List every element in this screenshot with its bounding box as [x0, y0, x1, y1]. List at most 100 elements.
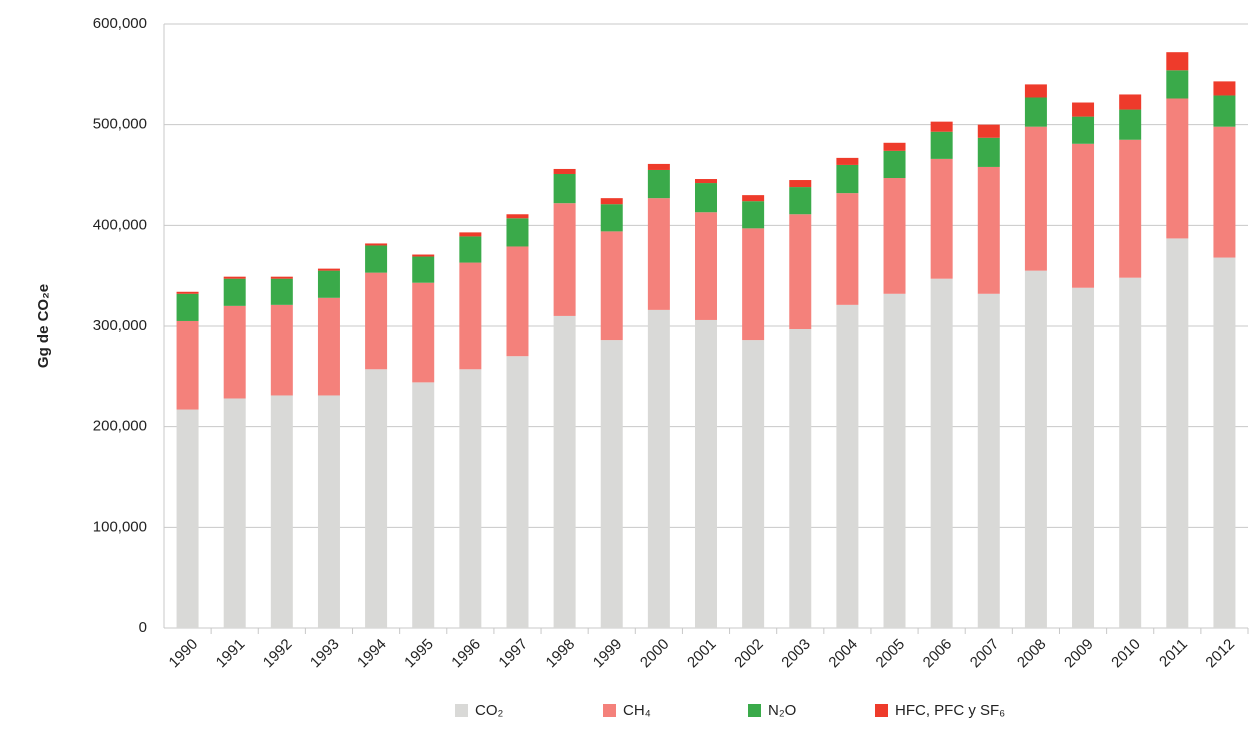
x-tick-label: 1996 — [448, 636, 484, 672]
bar-segment — [1024, 270, 1047, 628]
x-tick-label: 2009 — [1061, 636, 1097, 672]
y-tick-label: 500,000 — [93, 116, 147, 133]
legend-swatch — [603, 704, 616, 717]
bar-segment — [365, 243, 388, 246]
bar-segment — [977, 166, 1000, 294]
bar-segment — [223, 398, 246, 628]
bar-segment — [1213, 126, 1236, 258]
bar-segment — [1119, 94, 1142, 110]
bar-segment — [459, 236, 482, 263]
bar-segment — [930, 158, 953, 279]
bar-segment — [789, 214, 812, 330]
legend-swatch — [875, 704, 888, 717]
bar-segment — [1072, 116, 1095, 144]
bar-segment — [789, 180, 812, 188]
bar-segment — [553, 173, 576, 204]
bar-segment — [1119, 109, 1142, 140]
bar-segment — [317, 268, 340, 271]
bar-segment — [742, 228, 765, 341]
bar-segment — [1166, 70, 1189, 99]
bar-segment — [1213, 81, 1236, 96]
x-tick-label: 2000 — [637, 636, 673, 672]
x-tick-label: 1992 — [260, 636, 296, 672]
bar-segment — [459, 369, 482, 628]
bar-segment — [506, 218, 529, 247]
bar-segment — [977, 124, 1000, 138]
bar-segment — [836, 164, 859, 194]
bar-segment — [647, 198, 670, 310]
bar-segment — [1072, 143, 1095, 288]
bar-segment — [600, 231, 623, 341]
x-tick-label: 2003 — [778, 636, 814, 672]
y-tick-label: 600,000 — [93, 15, 147, 32]
bar-segment — [977, 293, 1000, 628]
bar-segment — [459, 262, 482, 370]
legend-label: CH₄ — [623, 702, 651, 719]
bar-segment — [223, 305, 246, 399]
bar-segment — [506, 356, 529, 628]
legend-swatch — [455, 704, 468, 717]
legend-label: CO₂ — [475, 702, 504, 719]
y-tick-label: 100,000 — [93, 518, 147, 535]
bar-segment — [647, 309, 670, 628]
bar-segment — [1166, 98, 1189, 239]
bar-segment — [883, 142, 906, 151]
y-tick-label: 200,000 — [93, 418, 147, 435]
bar-segment — [317, 270, 340, 298]
bar-segment — [412, 256, 435, 283]
bar-segment — [176, 409, 199, 628]
bar-segment — [930, 131, 953, 159]
bar-segment — [412, 282, 435, 383]
bar-segment — [553, 203, 576, 316]
bar-segment — [270, 278, 293, 305]
y-axis-label: Gg de CO₂e — [35, 284, 52, 368]
bar-segment — [836, 193, 859, 305]
bar-segment — [695, 212, 717, 320]
x-tick-label: 2001 — [684, 636, 720, 672]
bar-segment — [176, 291, 199, 294]
bar-segment — [1072, 102, 1095, 117]
bar-segment — [1166, 52, 1189, 71]
x-tick-label: 2005 — [873, 636, 909, 672]
bar-segment — [270, 276, 293, 279]
bar-segment — [506, 214, 529, 219]
bar-segment — [1024, 97, 1047, 127]
x-tick-label: 1999 — [590, 636, 626, 672]
bar-segment — [742, 340, 765, 628]
bar-segment — [176, 293, 199, 321]
bar-segment — [695, 183, 717, 213]
bar-segment — [695, 179, 717, 184]
y-tick-label: 300,000 — [93, 317, 147, 334]
bar-segment — [412, 382, 435, 628]
bar-segment — [506, 246, 529, 357]
legend-label: N₂O — [768, 702, 796, 719]
bar-segment — [1072, 287, 1095, 628]
bar-segment — [1119, 277, 1142, 628]
bar-segment — [317, 297, 340, 396]
x-tick-label: 2002 — [731, 636, 767, 672]
bar-segment — [1166, 238, 1189, 629]
bar-segment — [836, 304, 859, 628]
bar-segment — [1213, 95, 1236, 127]
bar-segment — [789, 329, 812, 628]
x-tick-label: 2010 — [1108, 636, 1144, 672]
bar-segment — [365, 272, 388, 370]
y-tick-label: 0 — [139, 619, 147, 636]
legend-swatch — [748, 704, 761, 717]
bar-segment — [270, 395, 293, 628]
bar-segment — [647, 169, 670, 199]
bar-segment — [270, 304, 293, 396]
x-tick-label: 2004 — [825, 636, 861, 672]
x-tick-label: 2006 — [920, 636, 956, 672]
bar-segment — [647, 163, 670, 170]
bar-segment — [600, 198, 623, 205]
bar-segment — [459, 232, 482, 237]
bar-segment — [836, 157, 859, 165]
bar-segment — [1024, 126, 1047, 271]
bar-segment — [412, 254, 435, 257]
x-tick-label: 1991 — [213, 636, 249, 672]
bar-segment — [1213, 257, 1236, 628]
bar-segment — [789, 187, 812, 215]
bar-segment — [600, 204, 623, 232]
x-tick-label: 1998 — [543, 636, 579, 672]
